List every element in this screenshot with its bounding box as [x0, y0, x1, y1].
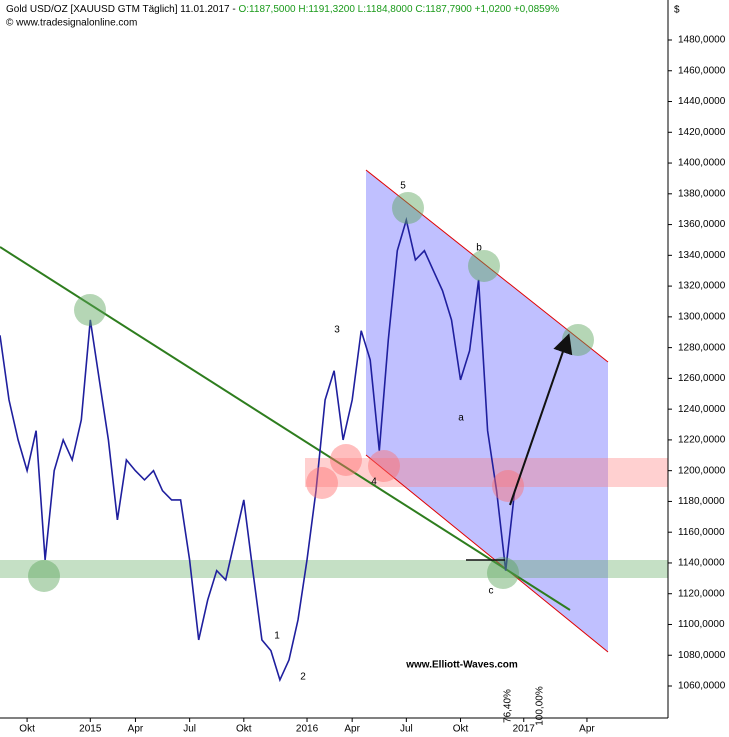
source: © www.tradesignalonline.com: [6, 18, 137, 29]
x-tick-label: Okt: [453, 724, 469, 735]
price-line: [0, 216, 516, 683]
y-tick-label: 1080,0000: [678, 650, 726, 661]
y-tick-label: 1060,0000: [678, 681, 726, 692]
x-tick-label: Apr: [128, 724, 144, 735]
chart-title: Gold USD/OZ [XAUUSD GTM Täglich] 11.01.2…: [6, 4, 559, 15]
green-circle: [468, 250, 500, 282]
green-circle: [28, 560, 60, 592]
annotation: www.Elliott-Waves.com: [405, 660, 518, 671]
support-band: [0, 560, 668, 578]
y-tick-label: 1360,0000: [678, 219, 726, 230]
y-tick-label: 1120,0000: [678, 588, 725, 599]
y-tick-label: 1480,0000: [678, 35, 726, 46]
x-tick-label: 2016: [296, 724, 319, 735]
x-tick-label: Apr: [344, 724, 360, 735]
annotation: 3: [334, 325, 340, 336]
price-layer: [0, 216, 516, 683]
y-tick-label: 1200,0000: [678, 465, 726, 476]
green-circle: [74, 294, 106, 326]
y-tick-label: 1100,0000: [678, 619, 725, 630]
y-tick-label: 1380,0000: [678, 188, 726, 199]
x-tick-label: Okt: [19, 724, 35, 735]
trend-line: [0, 246, 571, 611]
annotation: 2: [300, 672, 306, 683]
channel-upper: [365, 169, 609, 363]
channel-lower: [365, 454, 609, 653]
y-tick-label: 1400,0000: [678, 158, 726, 169]
annotation: b: [476, 243, 482, 254]
y-unit: $: [674, 5, 680, 16]
green-circle: [487, 557, 519, 589]
annotation: c: [489, 586, 494, 597]
red-circle: [306, 467, 338, 499]
y-tick-label: 1280,0000: [678, 342, 726, 353]
resistance-band: [305, 458, 668, 487]
annotation: 4: [371, 477, 377, 488]
y-tick-label: 1180,0000: [678, 496, 725, 507]
annotation: 5: [400, 181, 406, 192]
y-tick-label: 1460,0000: [678, 65, 726, 76]
y-tick-label: 1300,0000: [678, 311, 726, 322]
annotation: 100,00%: [535, 686, 546, 726]
y-tick-label: 1440,0000: [678, 96, 726, 107]
annotation: a: [458, 413, 464, 424]
y-tick-label: 1260,0000: [678, 373, 726, 384]
y-tick-label: 1340,0000: [678, 250, 726, 261]
y-tick-label: 1240,0000: [678, 404, 726, 415]
red-circle: [330, 444, 362, 476]
x-tick-label: Jul: [400, 724, 413, 735]
green-circle: [392, 192, 424, 224]
projection-arrow: [509, 333, 573, 506]
y-tick-label: 1140,0000: [678, 558, 725, 569]
y-tick-label: 1320,0000: [678, 281, 726, 292]
x-tick-label: Apr: [579, 724, 595, 735]
red-circle: [492, 470, 524, 502]
annotation: 76,40%: [503, 689, 514, 723]
x-tick-label: Okt: [236, 724, 252, 735]
y-tick-label: 1220,0000: [678, 435, 726, 446]
quote-text: O:1187,5000 H:1191,3200 L:1184,8000 C:11…: [239, 4, 560, 15]
x-tick-label: 2015: [79, 724, 102, 735]
x-tick-label: Jul: [183, 724, 196, 735]
title-text: Gold USD/OZ [XAUUSD GTM Täglich] 11.01.2…: [6, 4, 236, 15]
annotation: 1: [274, 631, 280, 642]
x-tick-label: 2017: [513, 724, 536, 735]
y-tick-label: 1420,0000: [678, 127, 726, 138]
y-tick-label: 1160,0000: [678, 527, 725, 538]
red-circle: [368, 450, 400, 482]
